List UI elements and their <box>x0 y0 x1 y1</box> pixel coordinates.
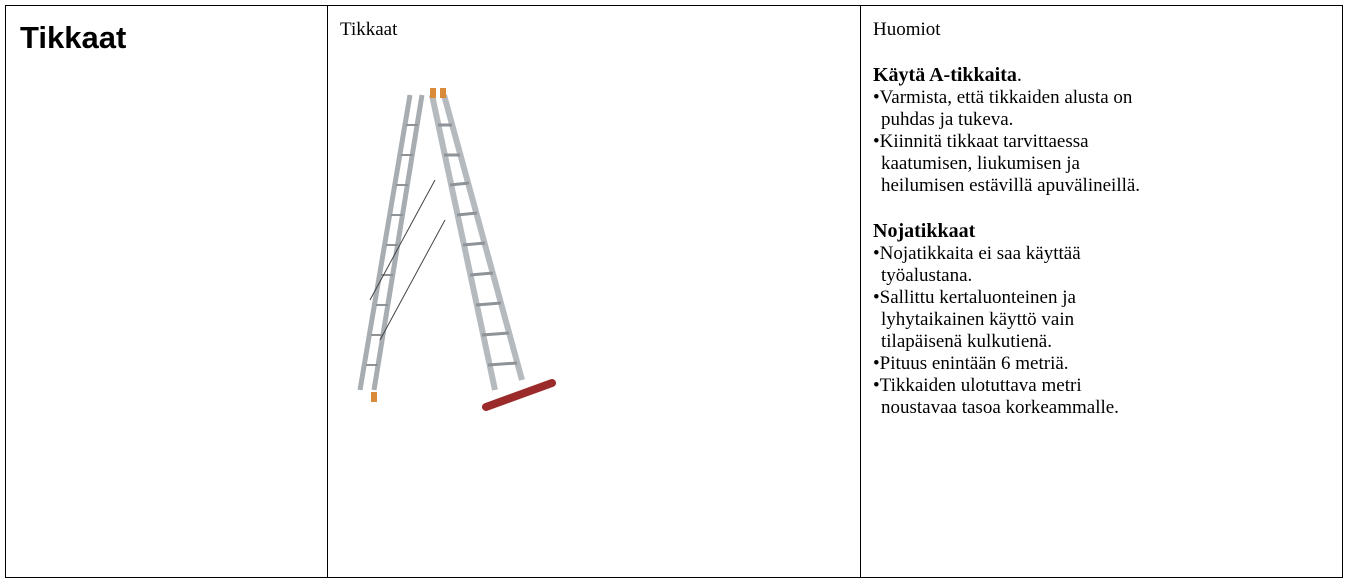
section-heading: Nojatikkaat <box>873 219 1140 243</box>
item-line: heilumisen estävillä apuvälineillä. <box>881 175 1141 196</box>
notes: Käytä A-tikkaita. •Varmista, että tikkaid… <box>873 41 1140 419</box>
title: Tikkaat <box>20 20 127 55</box>
item-line: •Pituus enintään 6 metriä. <box>873 353 1069 374</box>
item-line: •Varmista, että tikkaiden alusta on <box>873 87 1133 108</box>
item-line: •Nojatikkaita ei saa käyttää <box>873 243 1081 264</box>
bullet-item: •Kiinnitä tikkaat tarvittaessa kaatumisen… <box>873 131 1140 197</box>
notes-cell: Huomiot Käytä A-tikkaita. •Varmista, että… <box>860 5 1343 578</box>
item-line: työalustana. <box>881 265 973 286</box>
item-line: noustavaa tasoa korkeammalle. <box>881 397 1119 418</box>
bullet-item: •Sallittu kertaluonteinen ja lyhytaikaine… <box>873 287 1140 353</box>
item-line: •Sallittu kertaluonteinen ja <box>873 287 1076 308</box>
heading-suffix: . <box>1016 64 1022 86</box>
note-section: Käytä A-tikkaita. •Varmista, että tikkaid… <box>873 63 1140 197</box>
item-line: kaatumisen, liukumisen ja <box>881 153 1080 174</box>
heading-text: Käytä A-tikkaita <box>873 64 1017 86</box>
title-cell: Tikkaat <box>5 5 328 578</box>
item-line: tilapäisenä kulkutienä. <box>881 331 1052 352</box>
bullet-item: •Varmista, että tikkaiden alusta on puhda… <box>873 87 1140 131</box>
bullet-item: •Nojatikkaita ei saa käyttää työalustana. <box>873 243 1140 287</box>
item-line: •Tikkaiden ulotuttava metri <box>873 375 1082 396</box>
item-line: lyhytaikainen käyttö vain <box>881 309 1075 330</box>
section-heading: Käytä A-tikkaita. <box>873 63 1140 87</box>
bullet-item: •Tikkaiden ulotuttava metri noustavaa tas… <box>873 375 1140 419</box>
heading-text: Nojatikkaat <box>873 220 976 242</box>
ladder-image <box>357 88 556 411</box>
item-line: •Kiinnitä tikkaat tarvittaessa <box>873 131 1089 152</box>
bullet-item: •Pituus enintään 6 metriä. <box>873 353 1140 375</box>
image-header: Tikkaat <box>340 19 398 40</box>
item-line: puhdas ja tukeva. <box>881 109 1014 130</box>
notes-header: Huomiot <box>873 19 941 40</box>
note-section: Nojatikkaat •Nojatikkaita ei saa käyttää t… <box>873 219 1140 419</box>
